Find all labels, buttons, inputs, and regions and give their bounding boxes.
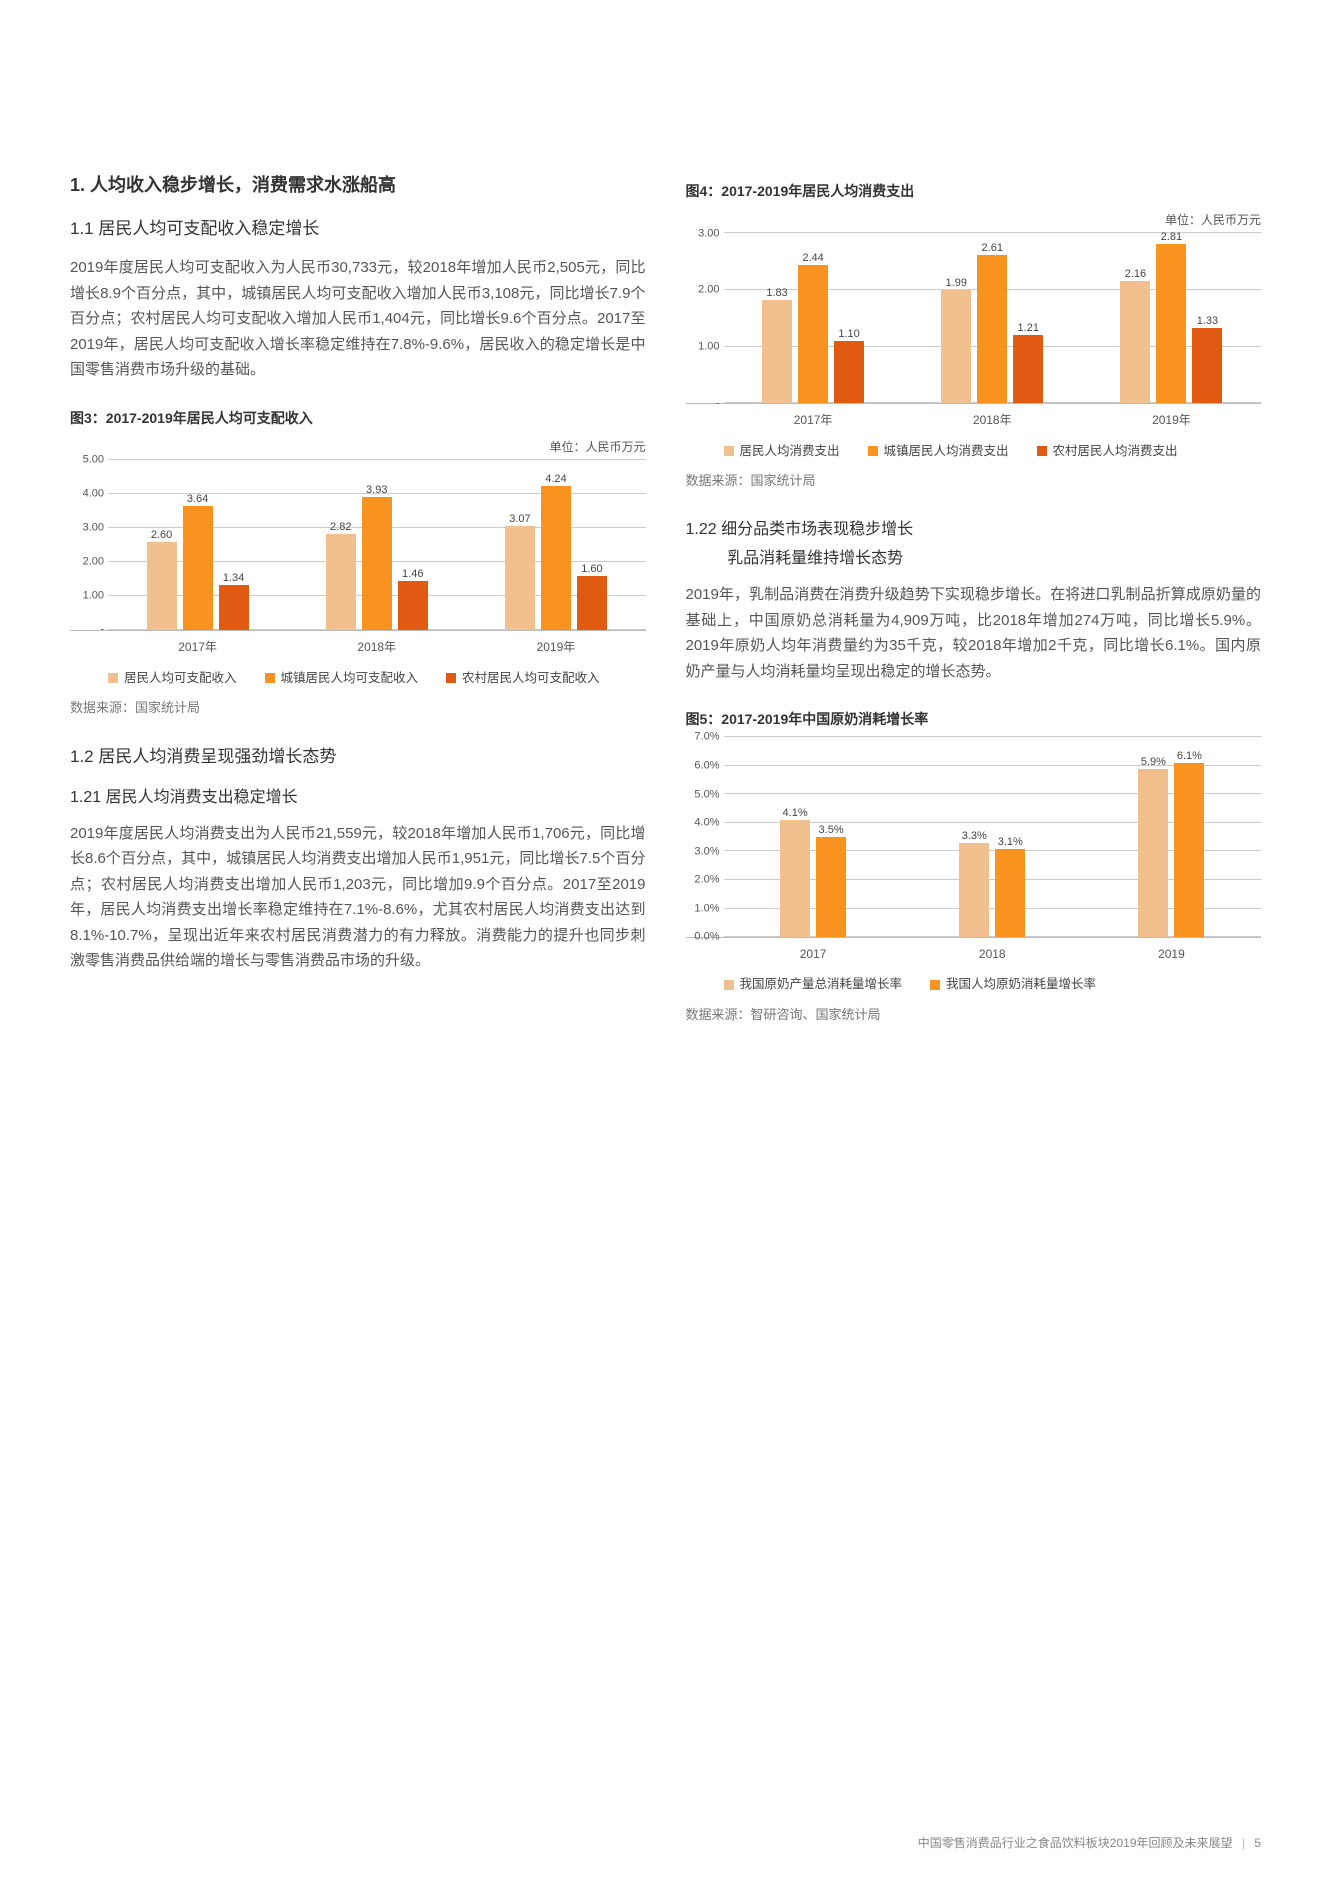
right-column: 图4：2017-2019年居民人均消费支出 单位：人民币万元 -1.002.00… xyxy=(686,170,1262,1050)
figure-3-chart: -1.002.003.004.005.002.603.641.342.823.9… xyxy=(70,461,646,689)
chart-bar: 1.83 xyxy=(762,300,792,404)
legend-item: 我国人均原奶消耗量增长率 xyxy=(930,974,1096,995)
x-axis-label: 2018 xyxy=(903,938,1082,964)
section-1-2-1-heading: 1.21 居民人均消费支出稳定增长 xyxy=(70,784,646,811)
section-1-2-2-heading-b: 乳品消耗量维持增长态势 xyxy=(686,545,1262,572)
legend-item: 农村居民人均可支配收入 xyxy=(446,668,600,689)
figure-5-chart: 0.0%1.0%2.0%3.0%4.0%5.0%6.0%7.0%4.1%3.5%… xyxy=(686,738,1262,996)
x-axis-label: 2019年 xyxy=(1082,404,1261,430)
legend-item: 城镇居民人均可支配收入 xyxy=(265,668,419,689)
figure-5-source: 数据来源：智研咨询、国家统计局 xyxy=(686,1004,1262,1026)
x-axis-label: 2019 xyxy=(1082,938,1261,964)
footer-separator: | xyxy=(1242,1836,1245,1850)
section-1-2-1-body: 2019年度居民人均消费支出为人民币21,559元，较2018年增加人民币1,7… xyxy=(70,821,646,974)
section-1-1-heading: 1.1 居民人均可支配收入稳定增长 xyxy=(70,215,646,244)
x-axis-label: 2017年 xyxy=(724,404,903,430)
figure-3-title: 图3：2017-2019年居民人均可支配收入 xyxy=(70,407,646,431)
chart-bar: 5.9% xyxy=(1138,769,1168,938)
chart-bar: 3.1% xyxy=(995,849,1025,938)
chart-bar: 6.1% xyxy=(1174,763,1204,937)
section-1-heading: 1. 人均收入稳步增长，消费需求水涨船高 xyxy=(70,170,646,201)
chart-bar: 1.60 xyxy=(577,576,607,630)
chart-bar: 3.3% xyxy=(959,843,989,937)
chart-bar: 2.82 xyxy=(326,534,356,630)
section-1-2-2-heading-a: 1.22 细分品类市场表现稳步增长 xyxy=(686,516,1262,543)
footer-page-number: 5 xyxy=(1254,1836,1261,1850)
chart-bar: 1.10 xyxy=(834,341,864,403)
chart-bar: 1.33 xyxy=(1192,328,1222,403)
legend-item: 居民人均消费支出 xyxy=(724,441,840,462)
x-axis-label: 2018年 xyxy=(287,631,466,657)
page-footer: 中国零售消费品行业之食品饮料板块2019年回顾及未来展望 | 5 xyxy=(918,1833,1261,1853)
chart-bar: 2.44 xyxy=(798,265,828,403)
chart-bar: 3.07 xyxy=(505,526,535,630)
section-1-2-2-body: 2019年，乳制品消费在消费升级趋势下实现稳步增长。在将进口乳制品折算成原奶量的… xyxy=(686,582,1262,684)
left-column: 1. 人均收入稳步增长，消费需求水涨船高 1.1 居民人均可支配收入稳定增长 2… xyxy=(70,170,646,1050)
figure-5-title: 图5：2017-2019年中国原奶消耗增长率 xyxy=(686,708,1262,732)
chart-bar: 2.16 xyxy=(1120,281,1150,403)
section-1-1-body: 2019年度居民人均可支配收入为人民币30,733元，较2018年增加人民币2,… xyxy=(70,255,646,383)
chart-bar: 3.93 xyxy=(362,497,392,631)
chart-bar: 1.99 xyxy=(941,290,971,403)
chart-bar: 3.64 xyxy=(183,506,213,630)
x-axis-label: 2017年 xyxy=(108,631,287,657)
chart-bar: 2.61 xyxy=(977,255,1007,403)
chart-bar: 1.21 xyxy=(1013,335,1043,404)
figure-4-source: 数据来源：国家统计局 xyxy=(686,470,1262,492)
figure-3-unit: 单位：人民币万元 xyxy=(70,437,646,457)
legend-item: 城镇居民人均消费支出 xyxy=(868,441,1009,462)
chart-bar: 2.60 xyxy=(147,542,177,630)
chart-bar: 1.46 xyxy=(398,581,428,631)
chart-bar: 3.5% xyxy=(816,837,846,937)
x-axis-label: 2017 xyxy=(724,938,903,964)
chart-bar: 1.34 xyxy=(219,585,249,631)
chart-bar: 2.81 xyxy=(1156,244,1186,403)
legend-item: 我国原奶产量总消耗量增长率 xyxy=(724,974,903,995)
x-axis-label: 2019年 xyxy=(466,631,645,657)
section-1-2-heading: 1.2 居民人均消费呈现强劲增长态势 xyxy=(70,743,646,772)
footer-text: 中国零售消费品行业之食品饮料板块2019年回顾及未来展望 xyxy=(918,1836,1233,1850)
legend-item: 居民人均可支配收入 xyxy=(108,668,237,689)
chart-bar: 4.1% xyxy=(780,820,810,937)
chart-bar: 4.24 xyxy=(541,486,571,630)
figure-4-chart: -1.002.003.001.832.441.101.992.611.212.1… xyxy=(686,234,1262,462)
figure-3-source: 数据来源：国家统计局 xyxy=(70,697,646,719)
figure-4-title: 图4：2017-2019年居民人均消费支出 xyxy=(686,180,1262,204)
legend-item: 农村居民人均消费支出 xyxy=(1037,441,1178,462)
x-axis-label: 2018年 xyxy=(903,404,1082,430)
